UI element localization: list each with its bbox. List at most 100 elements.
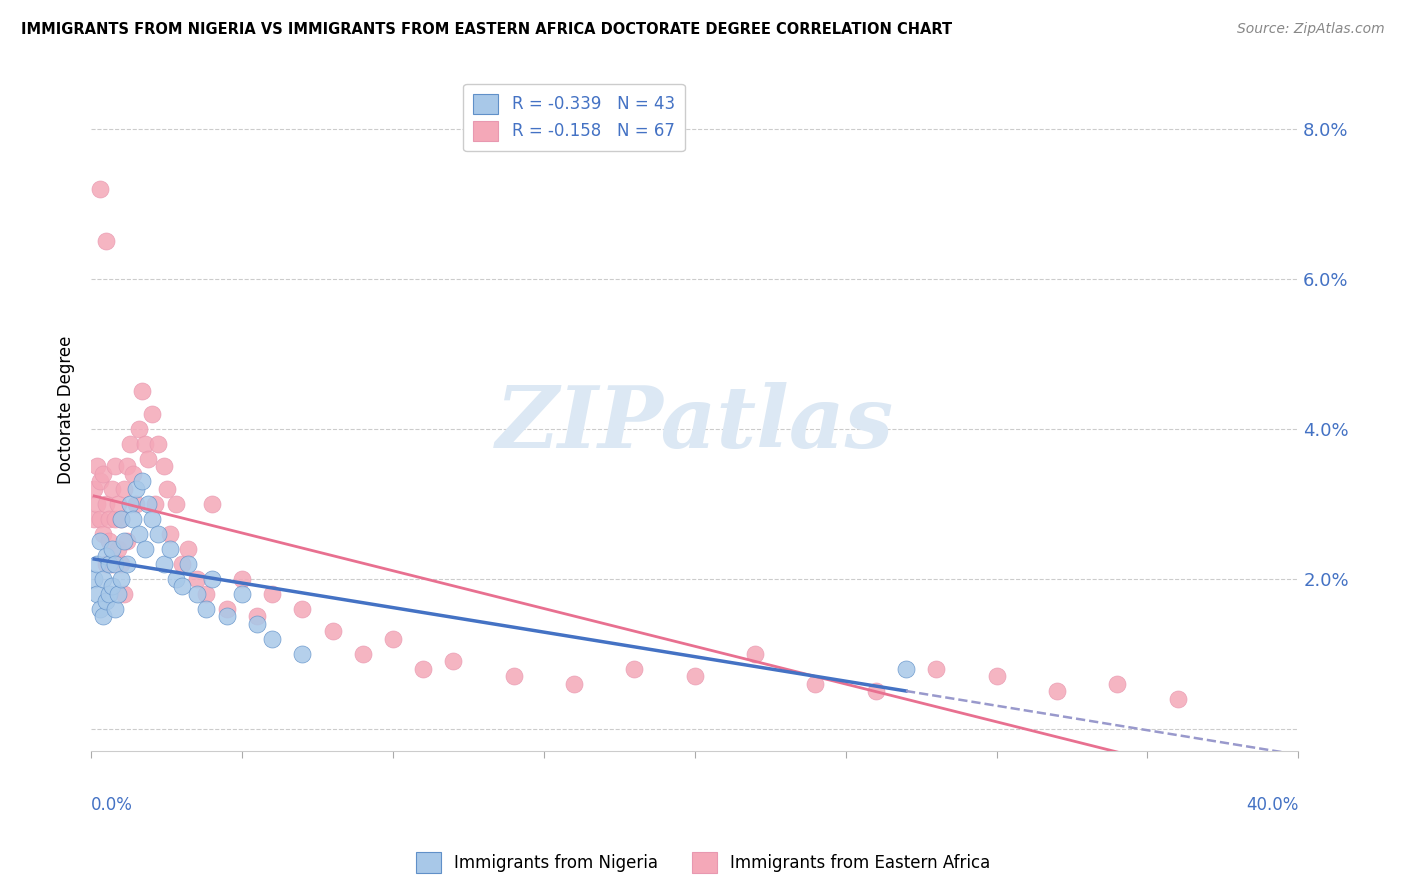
Point bbox=[131, 474, 153, 488]
Point bbox=[91, 467, 114, 481]
Text: ZIPatlas: ZIPatlas bbox=[496, 382, 894, 466]
Point bbox=[502, 669, 524, 683]
Point bbox=[215, 609, 238, 624]
Point bbox=[562, 677, 585, 691]
Point bbox=[128, 422, 150, 436]
Point bbox=[152, 557, 174, 571]
Point bbox=[98, 511, 121, 525]
Point bbox=[89, 511, 111, 525]
Point bbox=[89, 601, 111, 615]
Point bbox=[128, 526, 150, 541]
Point bbox=[134, 436, 156, 450]
Text: IMMIGRANTS FROM NIGERIA VS IMMIGRANTS FROM EASTERN AFRICA DOCTORATE DEGREE CORRE: IMMIGRANTS FROM NIGERIA VS IMMIGRANTS FR… bbox=[21, 22, 952, 37]
Point bbox=[89, 181, 111, 195]
Point bbox=[101, 541, 124, 556]
Point bbox=[104, 459, 127, 474]
Point bbox=[86, 557, 108, 571]
Point bbox=[159, 541, 181, 556]
Point bbox=[1046, 684, 1069, 698]
Point bbox=[86, 587, 108, 601]
Point bbox=[112, 587, 135, 601]
Point bbox=[441, 654, 464, 668]
Point bbox=[89, 474, 111, 488]
Point bbox=[117, 459, 139, 474]
Point bbox=[194, 601, 217, 615]
Legend: Immigrants from Nigeria, Immigrants from Eastern Africa: Immigrants from Nigeria, Immigrants from… bbox=[409, 846, 997, 880]
Point bbox=[91, 572, 114, 586]
Point bbox=[146, 436, 169, 450]
Point bbox=[177, 557, 200, 571]
Point bbox=[86, 497, 108, 511]
Point bbox=[804, 677, 827, 691]
Point bbox=[262, 632, 284, 646]
Point bbox=[170, 579, 193, 593]
Point bbox=[134, 541, 156, 556]
Point bbox=[120, 436, 142, 450]
Legend: R = -0.339   N = 43, R = -0.158   N = 67: R = -0.339 N = 43, R = -0.158 N = 67 bbox=[464, 84, 685, 151]
Point bbox=[98, 587, 121, 601]
Point bbox=[107, 497, 129, 511]
Point bbox=[110, 511, 132, 525]
Point bbox=[89, 534, 111, 549]
Point bbox=[86, 459, 108, 474]
Point bbox=[1167, 691, 1189, 706]
Point bbox=[231, 587, 253, 601]
Point bbox=[112, 534, 135, 549]
Point bbox=[352, 647, 374, 661]
Point bbox=[96, 594, 118, 608]
Point bbox=[96, 234, 118, 248]
Point bbox=[412, 662, 434, 676]
Point bbox=[107, 587, 129, 601]
Point bbox=[865, 684, 887, 698]
Point bbox=[177, 541, 200, 556]
Point bbox=[262, 587, 284, 601]
Point bbox=[101, 557, 124, 571]
Point bbox=[291, 601, 314, 615]
Point bbox=[246, 616, 269, 631]
Point bbox=[138, 451, 160, 466]
Point bbox=[201, 572, 224, 586]
Point bbox=[155, 482, 177, 496]
Point bbox=[131, 384, 153, 398]
Y-axis label: Doctorate Degree: Doctorate Degree bbox=[58, 335, 75, 484]
Point bbox=[91, 609, 114, 624]
Point bbox=[215, 601, 238, 615]
Point bbox=[117, 534, 139, 549]
Point bbox=[194, 587, 217, 601]
Point bbox=[165, 572, 187, 586]
Point bbox=[1107, 677, 1129, 691]
Point bbox=[96, 549, 118, 564]
Point bbox=[141, 407, 163, 421]
Point bbox=[110, 557, 132, 571]
Point bbox=[96, 557, 118, 571]
Point bbox=[143, 497, 166, 511]
Point bbox=[986, 669, 1008, 683]
Point bbox=[107, 541, 129, 556]
Point bbox=[83, 482, 105, 496]
Point bbox=[91, 526, 114, 541]
Point bbox=[120, 497, 142, 511]
Point bbox=[104, 557, 127, 571]
Point bbox=[98, 534, 121, 549]
Point bbox=[98, 557, 121, 571]
Point bbox=[83, 572, 105, 586]
Point bbox=[231, 572, 253, 586]
Point bbox=[101, 579, 124, 593]
Point bbox=[122, 511, 145, 525]
Point bbox=[110, 572, 132, 586]
Point bbox=[170, 557, 193, 571]
Point bbox=[925, 662, 948, 676]
Point bbox=[186, 587, 208, 601]
Point bbox=[101, 482, 124, 496]
Point bbox=[117, 557, 139, 571]
Point bbox=[141, 511, 163, 525]
Text: 0.0%: 0.0% bbox=[91, 797, 134, 814]
Point bbox=[122, 467, 145, 481]
Point bbox=[112, 482, 135, 496]
Text: 40.0%: 40.0% bbox=[1246, 797, 1298, 814]
Point bbox=[146, 526, 169, 541]
Point bbox=[381, 632, 404, 646]
Point bbox=[138, 497, 160, 511]
Point bbox=[201, 497, 224, 511]
Point bbox=[159, 526, 181, 541]
